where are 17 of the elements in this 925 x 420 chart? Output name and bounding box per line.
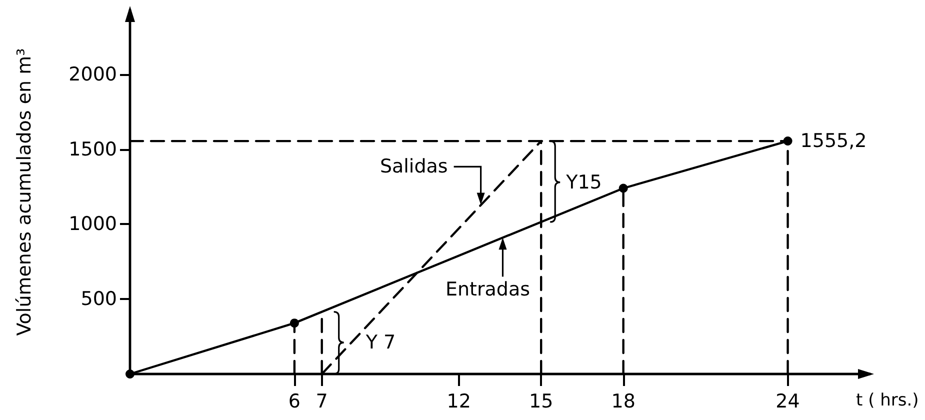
annotation: Entradas — [445, 278, 530, 301]
x-tick-label: 6 — [288, 390, 300, 412]
y-tick-label: 2000 — [68, 63, 117, 86]
y-axis-title: Volúmenes acumulados en m³ — [14, 48, 36, 336]
x-tick-label: 15 — [529, 390, 554, 412]
annotation: Y15 — [565, 171, 602, 194]
annotation: Y 7 — [364, 332, 396, 354]
x-axis-title: t ( hrs.) — [856, 390, 919, 410]
x-tick-label: 7 — [316, 390, 328, 412]
annotation: Salidas — [380, 156, 448, 178]
x-tick-label: 18 — [611, 390, 636, 412]
x-tick-label: 24 — [776, 390, 800, 412]
y-tick-label: 500 — [80, 288, 117, 310]
data-label: 1555,2 — [800, 130, 867, 152]
y-tick-label: 1000 — [68, 213, 117, 236]
x-tick-label: 12 — [446, 390, 471, 412]
y-tick-label: 1500 — [68, 138, 117, 160]
